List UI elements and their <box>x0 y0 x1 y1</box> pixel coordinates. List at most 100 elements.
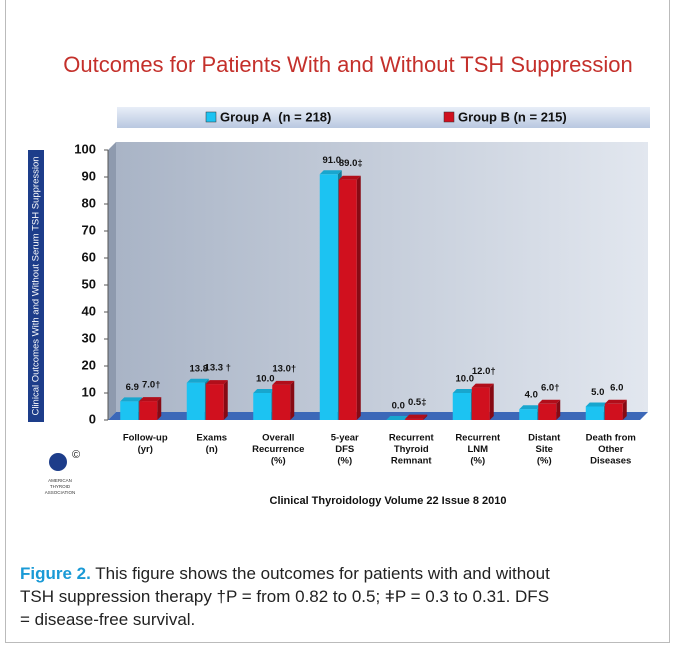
logo-text: ASSOCIATION <box>45 490 75 495</box>
y-tick-label: 10 <box>82 384 96 399</box>
legend-swatch <box>443 111 455 123</box>
legend-label: Group B (n = 215) <box>458 109 567 124</box>
y-tick-label: 40 <box>82 303 96 318</box>
bar-top <box>604 399 627 404</box>
x-tick-label: Overall <box>262 433 294 444</box>
data-label: 0.5‡ <box>408 397 427 408</box>
bar-side <box>489 383 494 420</box>
logo-copyright: © <box>72 449 80 461</box>
side-wall <box>108 142 116 420</box>
bar-side <box>223 380 228 420</box>
bar <box>319 174 338 420</box>
x-tick-label: Death from <box>586 433 636 444</box>
bar-top <box>186 378 209 383</box>
y-tick-label: 60 <box>82 249 96 264</box>
data-label: 12.0† <box>472 366 496 377</box>
y-tick-label: 70 <box>82 222 96 237</box>
logo-text: THYROID <box>50 484 71 489</box>
x-tick-label: Recurrent <box>455 433 501 444</box>
bar-side <box>157 397 162 420</box>
caption-text: TSH suppression therapy †P = from 0.82 t… <box>20 587 550 606</box>
bar-top <box>386 416 409 420</box>
x-tick-label: (%) <box>271 456 286 467</box>
bar-side <box>556 399 561 420</box>
chart: Outcomes for Patients With and Without T… <box>28 52 650 507</box>
data-label: 10.0 <box>256 374 275 385</box>
x-tick-label: DFS <box>335 444 354 455</box>
bar-side <box>356 175 361 420</box>
bar <box>186 382 205 420</box>
bar <box>604 403 623 420</box>
data-label: 6.0† <box>541 382 560 393</box>
bar <box>253 393 272 420</box>
bar-top <box>205 380 228 385</box>
x-tick-label: Distant <box>528 433 561 444</box>
caption-label: Figure 2. <box>20 564 91 583</box>
data-label: 6.0 <box>610 382 623 393</box>
y-tick-label: 100 <box>74 141 96 156</box>
bar-top <box>405 414 428 419</box>
bar <box>405 418 424 420</box>
x-tick-label: Site <box>536 444 553 455</box>
data-label: 6.9 <box>126 382 139 393</box>
bar <box>471 387 490 420</box>
x-tick-label: (n) <box>206 444 218 455</box>
bar-side <box>290 380 295 420</box>
x-tick-label: Diseases <box>590 456 631 467</box>
y-axis-label: Clinical Outcomes With and Without Serum… <box>31 156 42 415</box>
back-wall <box>116 142 648 412</box>
bar-side <box>622 399 627 420</box>
x-tick-label: Recurrent <box>389 433 435 444</box>
bar-top <box>585 402 608 407</box>
legend-swatch <box>205 111 217 123</box>
x-tick-label: 5-year <box>331 433 359 444</box>
bar <box>120 401 139 420</box>
bar-top <box>253 389 276 393</box>
data-label: 89.0‡ <box>339 158 363 169</box>
logo-mark <box>49 453 67 471</box>
data-label: 13.0† <box>272 363 296 374</box>
x-tick-label: (%) <box>537 456 552 467</box>
caption: Figure 2. This figure shows the outcomes… <box>20 562 665 631</box>
bar-top <box>471 383 494 388</box>
x-tick-label: Thyroid <box>394 444 429 455</box>
x-tick-label: Other <box>598 444 624 455</box>
bar-top <box>452 389 475 393</box>
bar <box>272 384 291 420</box>
x-tick-label: Recurrence <box>252 444 304 455</box>
data-label: 13.3 † <box>205 363 231 374</box>
x-tick-label: (%) <box>470 456 485 467</box>
floor <box>108 412 648 420</box>
x-tick-label: (yr) <box>138 444 153 455</box>
frame <box>5 0 670 643</box>
y-label-box <box>28 150 44 422</box>
source: Clinical Thyroidology Volume 22 Issue 8 … <box>270 495 507 507</box>
x-tick-label: Follow-up <box>123 433 168 444</box>
data-label: 4.0 <box>525 390 538 401</box>
x-tick-label: Remnant <box>391 456 432 467</box>
bar-top <box>319 170 342 175</box>
y-tick-label: 0 <box>89 411 96 426</box>
logo-text: AMERICAN <box>48 478 72 483</box>
y-tick-label: 80 <box>82 195 96 210</box>
bar <box>338 179 357 420</box>
bar-top <box>139 397 162 402</box>
x-tick-label: Exams <box>196 433 227 444</box>
bar <box>538 403 557 420</box>
y-tick-label: 50 <box>82 276 96 291</box>
bar-top <box>120 397 143 402</box>
data-label: 91.0 <box>323 155 342 166</box>
legend-bar <box>117 107 650 128</box>
bar <box>139 401 158 420</box>
bar <box>585 406 604 420</box>
data-label: 10.0 <box>456 374 475 385</box>
y-tick-label: 20 <box>82 357 96 372</box>
bar-side <box>423 414 428 420</box>
data-label: 13.8 <box>190 363 209 374</box>
bar <box>452 393 471 420</box>
legend-label: Group A (n = 218) <box>220 109 331 124</box>
chart-title: Outcomes for Patients With and Without T… <box>63 52 632 77</box>
bar-top <box>338 175 361 180</box>
x-tick-label: (%) <box>337 456 352 467</box>
data-label: 0.0 <box>392 401 405 412</box>
